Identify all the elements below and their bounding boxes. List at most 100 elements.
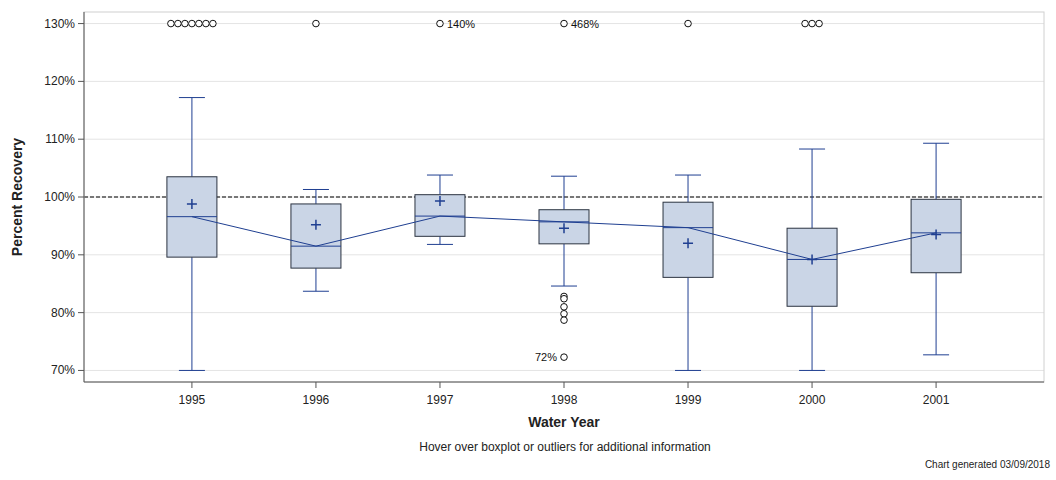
y-tick-label: 90% bbox=[51, 248, 75, 262]
x-tick-label: 1998 bbox=[551, 393, 578, 407]
whisker[interactable] bbox=[688, 175, 689, 202]
mean-marker[interactable] bbox=[931, 230, 941, 240]
x-tick-label: 1997 bbox=[427, 393, 454, 407]
outlier[interactable] bbox=[561, 304, 568, 311]
y-tick bbox=[78, 312, 84, 313]
whisker[interactable] bbox=[439, 236, 440, 244]
x-tick-label: 1996 bbox=[303, 393, 330, 407]
whisker[interactable] bbox=[315, 268, 316, 291]
outlier[interactable] bbox=[685, 20, 692, 27]
y-tick-label: 120% bbox=[44, 74, 75, 88]
outlier[interactable] bbox=[561, 310, 568, 317]
mean-marker[interactable] bbox=[683, 238, 693, 248]
x-tick bbox=[688, 382, 689, 388]
y-tick bbox=[78, 370, 84, 371]
y-tick bbox=[78, 197, 84, 198]
mean-marker[interactable] bbox=[187, 199, 197, 209]
y-tick-label: 100% bbox=[44, 190, 75, 204]
x-tick bbox=[564, 382, 565, 388]
outlier[interactable] bbox=[437, 20, 444, 27]
x-tick bbox=[812, 382, 813, 388]
annotation: 468% bbox=[571, 18, 599, 30]
outlier[interactable] bbox=[182, 20, 189, 27]
box[interactable] bbox=[291, 204, 341, 268]
x-tick bbox=[191, 382, 192, 388]
whisker[interactable] bbox=[439, 175, 440, 195]
x-tick-label: 2000 bbox=[799, 393, 826, 407]
outlier[interactable] bbox=[816, 20, 823, 27]
x-tick bbox=[439, 382, 440, 388]
whisker-cap[interactable] bbox=[427, 175, 453, 176]
caption: Hover over boxplot or outliers for addit… bbox=[419, 440, 710, 454]
chart: 70% 80% 90% 100% 110% 120% 130% 1995 1996 1997 199… bbox=[0, 0, 1056, 480]
whisker[interactable] bbox=[564, 176, 565, 210]
x-tick-label: 2001 bbox=[923, 393, 950, 407]
y-tick-label: 130% bbox=[44, 17, 75, 31]
outlier[interactable] bbox=[189, 20, 196, 27]
mean-marker[interactable] bbox=[435, 196, 445, 206]
grid-line bbox=[84, 81, 1044, 82]
x-tick-label: 1995 bbox=[179, 393, 206, 407]
whisker-cap[interactable] bbox=[799, 370, 825, 371]
whisker-cap[interactable] bbox=[551, 286, 577, 287]
whisker[interactable] bbox=[936, 273, 937, 355]
whisker-cap[interactable] bbox=[923, 143, 949, 144]
outlier[interactable] bbox=[168, 20, 175, 27]
whisker-cap[interactable] bbox=[551, 176, 577, 177]
y-tick bbox=[78, 81, 84, 82]
box[interactable] bbox=[539, 210, 589, 244]
y-tick-label: 80% bbox=[51, 306, 75, 320]
y-tick-label: 110% bbox=[45, 132, 75, 146]
median-line bbox=[192, 216, 936, 259]
whisker-cap[interactable] bbox=[427, 244, 453, 245]
plot-area bbox=[84, 20, 1044, 370]
whisker[interactable] bbox=[688, 277, 689, 370]
y-tick-label: 70% bbox=[51, 363, 75, 377]
y-tick bbox=[78, 139, 84, 140]
y-tick bbox=[78, 23, 84, 24]
box[interactable] bbox=[787, 228, 837, 306]
outlier[interactable] bbox=[561, 317, 568, 324]
annotation: 140% bbox=[447, 18, 475, 30]
outlier[interactable] bbox=[196, 20, 203, 27]
whisker[interactable] bbox=[936, 143, 937, 199]
x-tick-label: 1999 bbox=[675, 393, 702, 407]
outlier[interactable] bbox=[561, 354, 568, 361]
whisker[interactable] bbox=[191, 98, 192, 177]
outlier[interactable] bbox=[561, 20, 568, 27]
y-axis-title: Percent Recovery bbox=[9, 138, 25, 257]
outlier[interactable] bbox=[210, 20, 217, 27]
box[interactable] bbox=[911, 199, 961, 272]
whisker-cap[interactable] bbox=[303, 291, 329, 292]
grid-line bbox=[84, 370, 1044, 371]
outlier[interactable] bbox=[203, 20, 210, 27]
box[interactable] bbox=[415, 195, 465, 237]
whisker-cap[interactable] bbox=[303, 189, 329, 190]
whisker[interactable] bbox=[191, 257, 192, 370]
whisker[interactable] bbox=[812, 149, 813, 228]
mean-marker[interactable] bbox=[311, 220, 321, 230]
box[interactable] bbox=[663, 202, 713, 277]
outlier[interactable] bbox=[561, 295, 568, 302]
outlier[interactable] bbox=[313, 20, 320, 27]
annotation: 72% bbox=[535, 351, 557, 363]
outlier[interactable] bbox=[802, 20, 809, 27]
whisker-cap[interactable] bbox=[799, 149, 825, 150]
outlier[interactable] bbox=[175, 20, 182, 27]
whisker-cap[interactable] bbox=[923, 354, 949, 355]
whisker-cap[interactable] bbox=[179, 370, 205, 371]
plot-frame bbox=[84, 12, 1044, 382]
x-tick bbox=[936, 382, 937, 388]
y-tick bbox=[78, 254, 84, 255]
footnote: Chart generated 03/09/2018 bbox=[925, 459, 1051, 470]
x-axis-title: Water Year bbox=[528, 414, 600, 430]
whisker-cap[interactable] bbox=[179, 97, 205, 98]
whisker[interactable] bbox=[812, 306, 813, 370]
whisker[interactable] bbox=[564, 244, 565, 286]
whisker[interactable] bbox=[315, 189, 316, 203]
outlier[interactable] bbox=[809, 20, 816, 27]
whisker-cap[interactable] bbox=[675, 370, 701, 371]
grid-line bbox=[84, 139, 1044, 140]
mean-marker[interactable] bbox=[559, 223, 569, 233]
whisker-cap[interactable] bbox=[675, 175, 701, 176]
